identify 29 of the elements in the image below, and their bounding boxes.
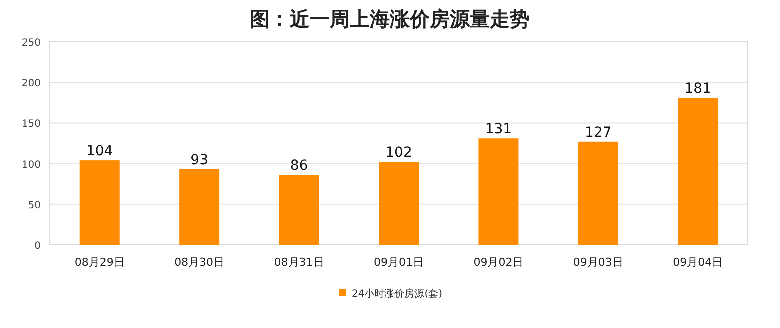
x-tick-label: 09月01日	[374, 256, 424, 269]
data-label: 86	[290, 158, 308, 174]
y-tick-label: 150	[22, 119, 41, 130]
x-tick-label: 09月03日	[573, 256, 624, 269]
x-tick-label: 08月30日	[174, 256, 225, 269]
data-label: 131	[485, 122, 512, 138]
y-tick-label: 50	[28, 200, 41, 212]
x-tick-label: 09月04日	[673, 256, 724, 269]
bar	[379, 162, 419, 245]
bar	[478, 138, 519, 245]
bar	[80, 160, 120, 245]
data-label: 104	[86, 144, 114, 160]
data-label: 127	[585, 124, 612, 141]
x-tick-label: 08月29日	[74, 256, 125, 269]
x-tick-label: 08月31日	[274, 256, 324, 269]
legend-label: 24小时涨价房源(套)	[352, 288, 443, 300]
x-tick-label: 09月02日	[474, 256, 524, 269]
y-tick-label: 100	[22, 160, 41, 171]
y-tick-label: 0	[34, 241, 41, 252]
bar	[279, 175, 320, 245]
bar	[578, 142, 618, 245]
data-label: 102	[386, 145, 412, 162]
chart-title: 图：近一周上海涨价房源量走势	[250, 7, 530, 31]
data-label: 181	[684, 81, 712, 98]
data-label: 93	[190, 152, 208, 168]
bar	[678, 98, 718, 245]
y-tick-label: 200	[22, 78, 41, 90]
bar	[180, 169, 220, 245]
y-tick-label: 250	[22, 38, 41, 49]
